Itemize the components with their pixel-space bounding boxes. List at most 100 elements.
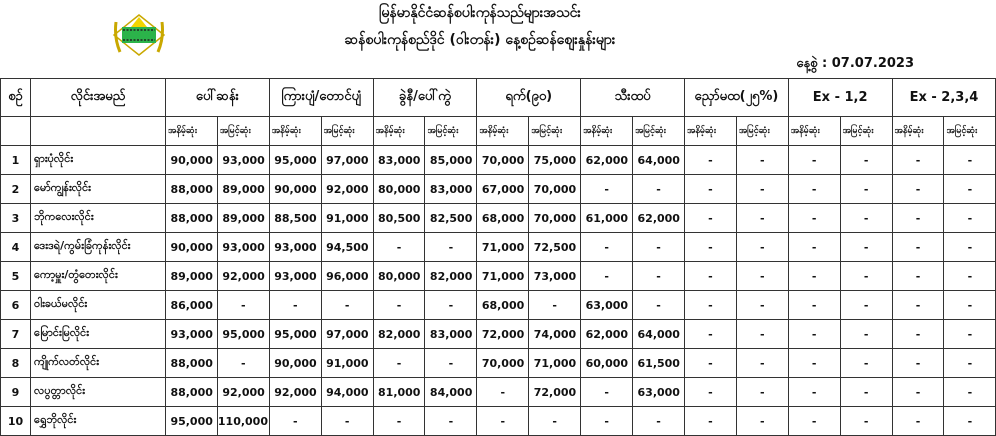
- price-cell: 61,000: [580, 203, 634, 233]
- price-cell: -: [839, 261, 893, 291]
- date-value: : 07.07.2023: [822, 56, 914, 71]
- price-cell: 85,000: [424, 145, 478, 175]
- header-group: ပေါ်ဆန်း: [165, 78, 270, 117]
- header-group: ရက်(၉၀): [476, 78, 582, 117]
- price-cell: 72,500: [528, 232, 582, 262]
- subheader-lowest: အနိမ့်ဆုံး: [787, 116, 841, 146]
- price-cell: 97,000: [320, 319, 374, 349]
- header-group: ခွဲနီ/ပေါ်ကွဲ: [372, 78, 478, 117]
- price-cell: -: [372, 406, 426, 436]
- date-label: နေ့စွဲ: [796, 56, 818, 71]
- price-cell: -: [268, 406, 322, 436]
- price-cell: 88,000: [165, 377, 218, 407]
- line-name: မော်ကျွန်းလိုင်း: [30, 174, 166, 204]
- price-cell: 90,000: [165, 232, 218, 262]
- price-cell: -: [683, 232, 737, 262]
- line-name: ရွှေဘိုလိုင်း: [30, 406, 166, 436]
- price-cell: -: [839, 348, 893, 378]
- price-cell: -: [735, 174, 789, 204]
- price-cell: -: [683, 406, 737, 436]
- price-cell: 110,000: [216, 406, 270, 436]
- price-cell: 89,000: [216, 203, 270, 233]
- row-number: 1: [0, 145, 31, 175]
- price-cell: -: [372, 232, 426, 262]
- price-cell: 90,000: [268, 348, 322, 378]
- price-cell: -: [943, 377, 996, 407]
- subheader-highest: အမြင့်ဆုံး: [632, 116, 685, 146]
- subheader-highest: အမြင့်ဆုံး: [216, 116, 270, 146]
- price-cell: 60,000: [580, 348, 634, 378]
- rice-price-table: စဉ် လိုင်းအမည် ပေါ်ဆန်း ကြားပျံ/တောင်ပျံခ…: [0, 78, 996, 436]
- price-cell: 90,000: [268, 174, 322, 204]
- line-name: ဘိုကလေးလိုင်း: [30, 203, 166, 233]
- row-number: 4: [0, 232, 31, 262]
- price-cell: 91,000: [320, 203, 374, 233]
- line-name: ကျိုက်လတ်လိုင်း: [30, 348, 166, 378]
- price-cell: -: [683, 145, 737, 175]
- price-cell: -: [372, 348, 426, 378]
- table-row: 2 မော်ကျွန်းလိုင်း 88,000 89,000 90,000 92,00…: [0, 174, 996, 204]
- price-cell: 68,000: [476, 290, 530, 320]
- price-cell: -: [683, 348, 737, 378]
- price-cell: -: [735, 406, 789, 436]
- price-cell: 92,000: [320, 174, 374, 204]
- price-cell: 95,000: [268, 319, 322, 349]
- price-cell: -: [891, 261, 945, 291]
- price-cell: 90,000: [165, 145, 218, 175]
- line-name: လပွတ္တာလိုင်း: [30, 377, 166, 407]
- subheader-highest: အမြင့်ဆုံး: [839, 116, 893, 146]
- row-number: 8: [0, 348, 31, 378]
- association-logo: [112, 14, 166, 56]
- price-cell: -: [891, 174, 945, 204]
- price-cell: -: [839, 145, 893, 175]
- subheader-empty: [30, 116, 166, 146]
- price-cell: 95,000: [268, 145, 322, 175]
- price-cell: 71,000: [528, 348, 582, 378]
- row-number: 2: [0, 174, 31, 204]
- price-cell: -: [320, 406, 374, 436]
- price-cell: -: [424, 406, 478, 436]
- price-cell: 93,000: [216, 145, 270, 175]
- table-row: 3 ဘိုကလေးလိုင်း 88,000 89,000 88,500 91,000 80…: [0, 203, 996, 233]
- table-row: 7 မြောင်းမြလိုင်း 93,000 95,000 95,000 97,000…: [0, 319, 996, 349]
- price-cell: -: [891, 145, 945, 175]
- price-cell: -: [735, 348, 789, 378]
- price-cell: -: [683, 261, 737, 291]
- price-cell: 70,000: [528, 174, 582, 204]
- price-cell: -: [839, 203, 893, 233]
- table-row: 5 ကော့မှူး/တွံတေးလိုင်း 89,000 92,000 93,000…: [0, 261, 996, 291]
- price-cell: -: [424, 348, 478, 378]
- subheader-lowest: အနိမ့်ဆုံး: [683, 116, 737, 146]
- price-cell: -: [891, 406, 945, 436]
- table-row: 8 ကျိုက်လတ်လိုင်း 88,000-90,000 91,000- -70,…: [0, 348, 996, 378]
- price-cell: -: [839, 232, 893, 262]
- report-title: ဆန်စပါးကုန်စည်ဒိုင် (ဝါးတန်း) နေ့စဉ်ဆန်စ…: [344, 32, 616, 48]
- price-cell: -: [268, 290, 322, 320]
- header-group: သီးထပ်: [580, 78, 685, 117]
- report-date: နေ့စွဲ : 07.07.2023: [796, 55, 914, 74]
- price-cell: -: [320, 290, 374, 320]
- price-cell: 88,000: [165, 348, 218, 378]
- price-cell: -: [839, 290, 893, 320]
- price-cell: 64,000: [632, 145, 685, 175]
- price-cell: -: [476, 406, 530, 436]
- price-cell: 80,500: [372, 203, 426, 233]
- price-cell: 93,000: [268, 261, 322, 291]
- price-cell: 81,000: [372, 377, 426, 407]
- row-number: 7: [0, 319, 31, 349]
- price-cell: 88,000: [165, 174, 218, 204]
- price-cell: -: [787, 290, 841, 320]
- price-cell: 70,000: [476, 348, 530, 378]
- table-row: 1 ရှားပုံလိုင်း 90,000 93,000 95,000 97,000 83…: [0, 145, 996, 175]
- price-cell: 88,500: [268, 203, 322, 233]
- header-group: Ex - 2,3,4: [891, 78, 996, 117]
- price-cell: -: [839, 319, 893, 349]
- price-cell: 92,000: [216, 261, 270, 291]
- price-cell: 93,000: [216, 232, 270, 262]
- price-cell: -: [787, 377, 841, 407]
- price-cell: 89,000: [165, 261, 218, 291]
- price-cell: -: [580, 377, 634, 407]
- row-number: 9: [0, 377, 31, 407]
- subheader-highest: အမြင့်ဆုံး: [943, 116, 996, 146]
- price-cell: 61,500: [632, 348, 685, 378]
